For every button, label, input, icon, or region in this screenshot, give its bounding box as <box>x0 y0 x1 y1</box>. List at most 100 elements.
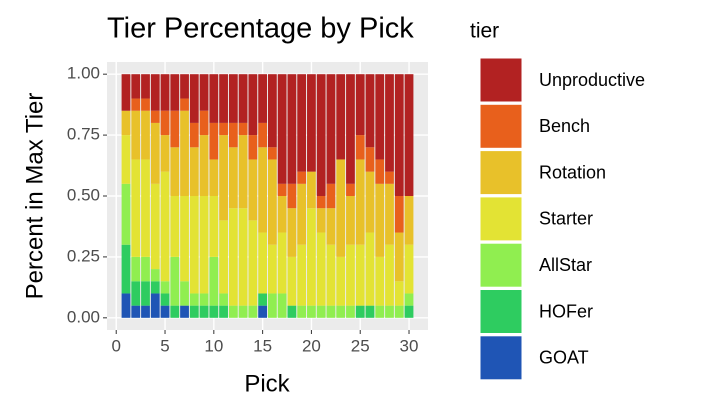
bar-segment <box>141 256 150 282</box>
x-tick-label: 15 <box>253 336 272 355</box>
bar-segment <box>238 122 248 136</box>
y-tick-label: 0.75 <box>67 125 100 144</box>
bar-segment <box>267 147 277 160</box>
bar-segment <box>394 305 404 318</box>
bar-segment <box>121 74 131 111</box>
bar-segment <box>248 135 258 160</box>
bar-segment <box>189 147 199 196</box>
bar-segment <box>141 110 150 160</box>
bar-segment <box>189 196 199 294</box>
bar-segment <box>248 220 258 306</box>
x-tick-label: 0 <box>111 336 120 355</box>
bar-segment <box>297 305 307 318</box>
bar-segment <box>375 159 385 184</box>
legend-title: tier <box>470 20 499 43</box>
bar-segment <box>307 305 316 318</box>
bar-segment <box>170 196 180 257</box>
bar-segment <box>141 74 150 99</box>
bar-segment <box>248 305 258 318</box>
bar-segment <box>248 159 258 221</box>
bar-segment <box>180 281 189 306</box>
bar-segment <box>307 208 316 306</box>
legend-label: GOAT <box>539 348 589 368</box>
bar-segment <box>346 196 355 245</box>
bar-segment <box>375 74 385 160</box>
legend-label: Starter <box>539 209 593 229</box>
bar-segment <box>346 305 355 318</box>
bar-segment <box>355 135 365 160</box>
bar-segment <box>160 110 170 136</box>
bar-segment <box>287 208 297 257</box>
bar-segment <box>170 110 180 148</box>
bar-segment <box>219 293 228 306</box>
bar-segment <box>219 220 228 294</box>
bar-segment <box>238 74 248 123</box>
bar-segment <box>326 74 336 184</box>
y-axis-label: Percent in Max Tier <box>21 93 48 300</box>
bar-segment <box>258 122 268 148</box>
bar-segment <box>394 281 404 306</box>
bar-segment <box>287 74 297 184</box>
bar-segment <box>365 305 375 318</box>
bar-segment <box>150 281 160 294</box>
bar-segment <box>199 135 209 196</box>
bar-segment <box>160 281 170 294</box>
x-tick-label: 30 <box>400 336 419 355</box>
x-axis-label: Pick <box>244 370 290 397</box>
bar-segment <box>404 74 414 196</box>
bar-segment <box>287 256 297 306</box>
bar-segment <box>160 135 170 172</box>
bar-segment <box>277 74 287 184</box>
bar-segment <box>170 305 180 318</box>
bar-segment <box>336 159 346 257</box>
bar-segment <box>150 269 160 282</box>
bar-segment <box>336 305 346 318</box>
bar-segment <box>209 122 219 160</box>
bar-segment <box>228 74 238 123</box>
bar-segment <box>219 305 228 318</box>
bar-segment <box>219 74 228 123</box>
x-tick-label: 10 <box>204 336 223 355</box>
bar-segment <box>248 74 258 136</box>
bar-segment <box>150 122 160 184</box>
bar-segment <box>404 244 414 294</box>
bar-segment <box>141 305 150 318</box>
bar-segment <box>150 293 160 318</box>
legend-key <box>479 150 523 196</box>
bar-segment <box>238 135 248 209</box>
bar-segment <box>346 74 355 184</box>
bar-segment <box>131 110 141 160</box>
bar-segment <box>297 183 307 245</box>
bar-segment <box>228 147 238 209</box>
bar-segment <box>404 293 414 306</box>
bar-segment <box>365 171 375 233</box>
bar-segment <box>180 305 189 318</box>
legend-label: Bench <box>539 116 590 136</box>
bar-segment <box>267 293 277 318</box>
bar-segment <box>228 122 238 148</box>
bar-segment <box>219 135 228 221</box>
bar-segment <box>297 74 307 172</box>
legend-key <box>479 103 523 149</box>
bar-segment <box>316 232 326 306</box>
bar-segment <box>326 244 336 306</box>
legend-label: HOFer <box>539 301 593 321</box>
bar-segment <box>355 244 365 306</box>
bar-segment <box>160 74 170 111</box>
bar-segment <box>258 232 268 294</box>
bar-segment <box>385 244 394 306</box>
bar-segment <box>238 208 248 306</box>
bar-segment <box>394 196 404 233</box>
bar-segment <box>365 74 375 148</box>
x-tick-label: 5 <box>160 336 169 355</box>
bar-segment <box>365 147 375 172</box>
bar-segment <box>180 110 189 196</box>
bar-segment <box>258 305 268 318</box>
legend-key <box>479 242 523 288</box>
bar-segment <box>404 305 414 318</box>
bar-segment <box>170 256 180 306</box>
bar-segment <box>131 98 141 111</box>
bar-segment <box>160 305 170 318</box>
bar-segment <box>141 159 150 257</box>
bar-segment <box>209 196 219 257</box>
